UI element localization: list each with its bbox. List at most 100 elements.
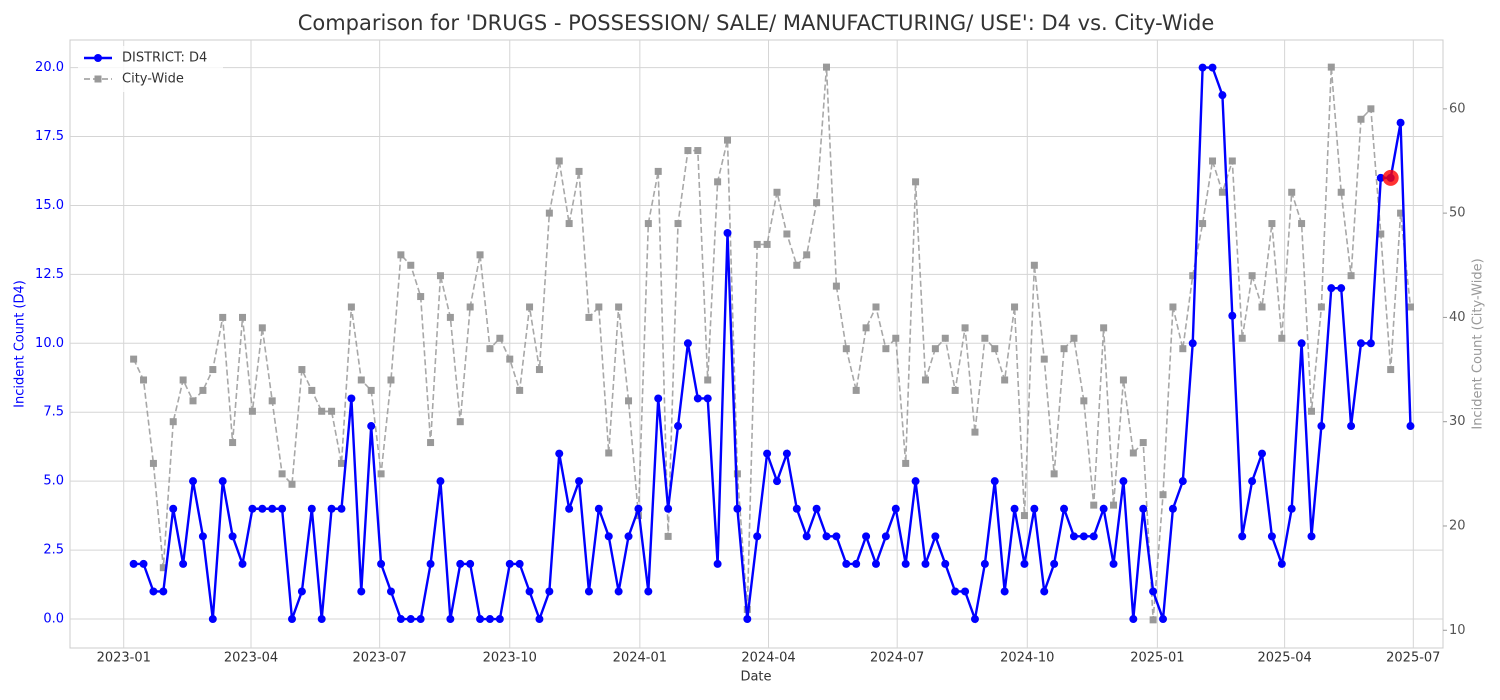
marker [219,313,227,321]
marker [496,334,504,342]
y-axis-label: Incident Count (D4) [13,280,28,408]
marker [278,470,286,478]
marker [446,313,454,321]
marker [693,394,702,403]
legend: DISTRICT: D4 City-Wide [78,46,223,92]
marker [179,559,188,568]
marker [1366,339,1375,348]
marker [1228,311,1237,320]
marker [753,532,762,541]
x-tick-label: 2023-07 [353,651,407,666]
marker [941,334,949,342]
marker [792,504,801,513]
marker [1317,422,1326,431]
marker [822,63,830,71]
marker [1129,449,1137,457]
marker [1080,397,1088,405]
legend-label: DISTRICT: D4 [122,51,207,66]
marker [763,449,772,458]
marker [555,157,563,165]
marker [1268,220,1276,228]
marker [347,394,356,403]
y-tick-label: 10.0 [35,336,64,351]
marker [198,532,207,541]
y-tick-label: 20.0 [35,60,64,75]
marker [753,240,761,248]
marker [367,386,375,394]
y2-tick-label: 20 [1449,518,1466,533]
marker [565,504,574,513]
marker [149,459,157,467]
marker [1199,220,1207,228]
marker [386,587,395,596]
marker [614,587,623,596]
y-tick-label: 12.5 [35,267,64,282]
marker [803,251,811,259]
marker [427,439,435,447]
marker [961,587,970,596]
marker [604,532,613,541]
marker [951,386,959,394]
marker [476,251,484,259]
y2-axis-label: Incident Count (City-Wide) [1471,258,1486,429]
marker [1258,303,1266,311]
marker [545,587,554,596]
plot-area [69,39,1444,649]
marker [782,449,791,458]
marker [704,376,712,384]
marker [1069,532,1078,541]
marker [1356,339,1365,348]
marker [486,345,494,353]
marker [1248,272,1256,280]
marker [140,376,148,384]
marker [505,559,514,568]
marker [209,366,217,374]
marker [595,303,603,311]
marker [238,559,247,568]
marker [1129,615,1138,624]
marker [1050,470,1058,478]
marker [506,355,514,363]
marker [892,334,900,342]
marker [970,615,979,624]
marker [387,376,395,384]
marker [367,422,376,431]
marker [714,178,722,186]
marker [1139,439,1147,447]
marker [1298,220,1306,228]
marker [208,615,217,624]
marker [485,615,494,624]
x-tick-label: 2024-04 [741,651,795,666]
marker [1020,512,1028,520]
marker [872,303,880,311]
marker [1228,157,1236,165]
marker [634,504,643,513]
marker [1327,284,1336,293]
marker [931,345,939,353]
marker [1208,63,1217,72]
marker [1119,376,1127,384]
marker [189,477,198,486]
series-line [132,67,1412,620]
marker [129,559,138,568]
marker [852,386,860,394]
y-tick-label: 0.0 [43,612,64,627]
marker [1060,504,1069,513]
marker [159,564,167,572]
marker [1209,157,1217,165]
marker [169,418,177,426]
marker [1139,504,1148,513]
series-line [133,66,1412,624]
marker [871,559,880,568]
marker [1179,345,1187,353]
marker [852,559,861,568]
marker [416,615,425,624]
marker [377,559,386,568]
marker [644,587,653,596]
marker [694,147,702,155]
marker [980,559,989,568]
marker [1109,559,1118,568]
marker [1090,501,1098,509]
marker [169,504,178,513]
marker [526,303,534,311]
